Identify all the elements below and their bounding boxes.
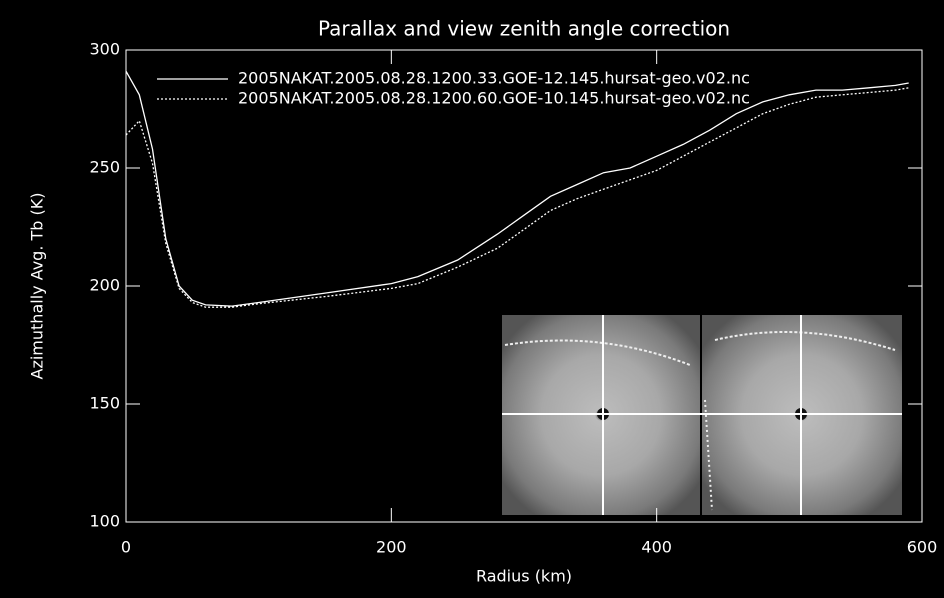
y-tick-label: 300 bbox=[89, 40, 120, 59]
y-axis-label: Azimuthally Avg. Tb (K) bbox=[28, 193, 47, 380]
y-tick-label: 150 bbox=[89, 394, 120, 413]
x-tick-label: 600 bbox=[907, 538, 938, 557]
legend-label: 2005NAKAT.2005.08.28.1200.33.GOE-12.145.… bbox=[238, 69, 750, 88]
data-line bbox=[126, 88, 909, 307]
y-tick-label: 100 bbox=[89, 512, 120, 531]
chart-title: Parallax and view zenith angle correctio… bbox=[318, 17, 730, 41]
y-tick-label: 200 bbox=[89, 276, 120, 295]
legend-label: 2005NAKAT.2005.08.28.1200.60.GOE-10.145.… bbox=[238, 89, 750, 108]
chart: Parallax and view zenith angle correctio… bbox=[0, 0, 944, 598]
y-tick-label: 250 bbox=[89, 158, 120, 177]
inset-images bbox=[502, 315, 902, 515]
page: {"chart_data": {"type": "line", "title":… bbox=[0, 0, 944, 598]
x-tick-label: 400 bbox=[641, 538, 672, 557]
x-axis-label: Radius (km) bbox=[476, 567, 572, 586]
x-tick-label: 200 bbox=[376, 538, 407, 557]
x-tick-label: 0 bbox=[121, 538, 131, 557]
